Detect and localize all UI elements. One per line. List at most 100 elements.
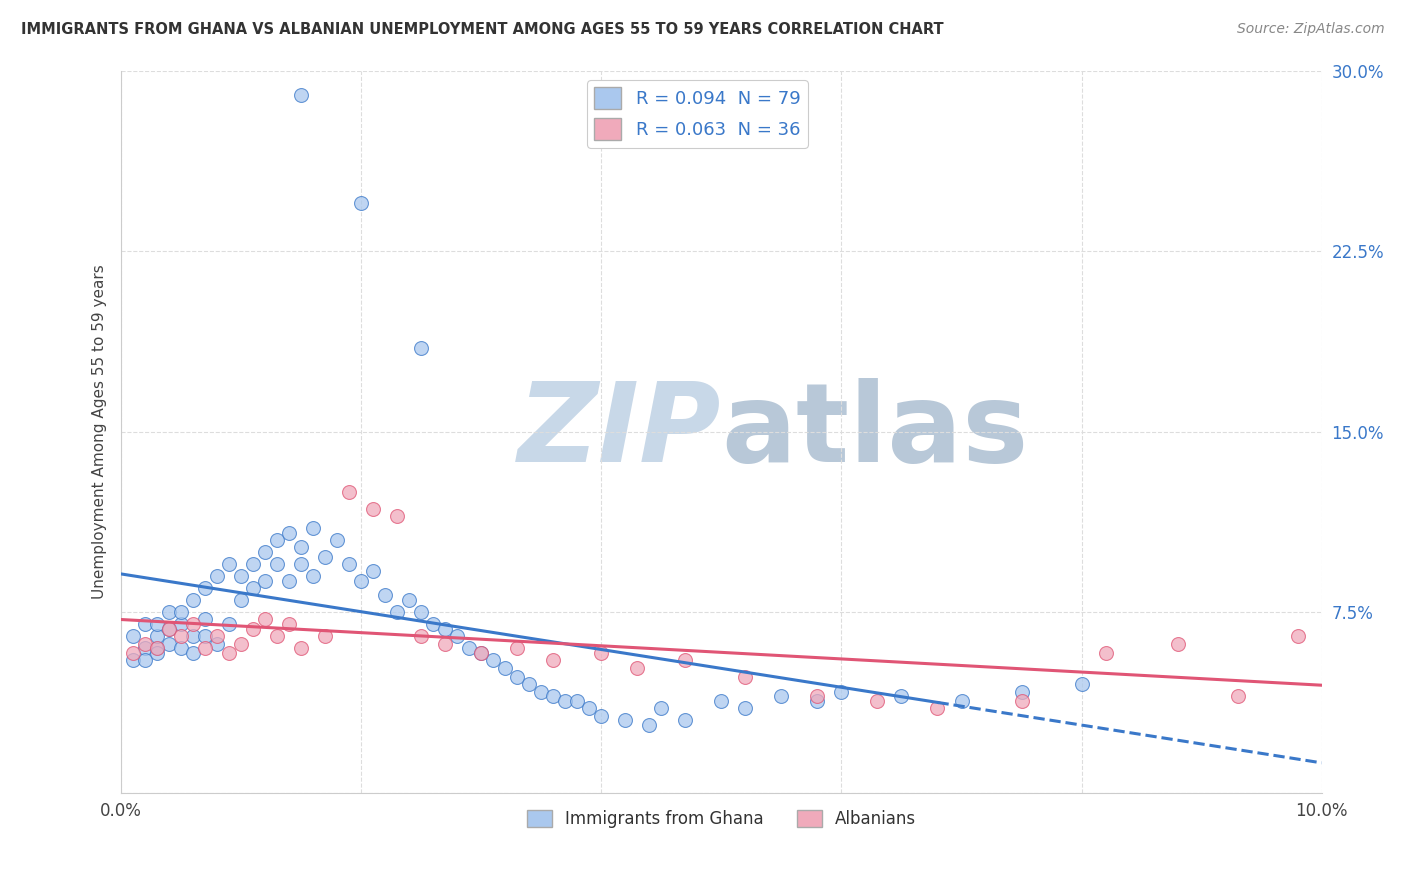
Point <box>157 636 180 650</box>
Point <box>314 549 336 564</box>
Point <box>146 629 169 643</box>
Point <box>181 617 204 632</box>
Point <box>218 646 240 660</box>
Point <box>543 690 565 704</box>
Point <box>626 660 648 674</box>
Point <box>470 646 492 660</box>
Point <box>411 629 433 643</box>
Point <box>326 533 349 547</box>
Point <box>554 694 576 708</box>
Point <box>254 574 277 588</box>
Point <box>434 636 457 650</box>
Point <box>207 629 229 643</box>
Point <box>543 653 565 667</box>
Point <box>506 641 529 656</box>
Text: ZIP: ZIP <box>517 378 721 485</box>
Point <box>157 622 180 636</box>
Point <box>266 533 288 547</box>
Point <box>1286 629 1309 643</box>
Point <box>614 714 637 728</box>
Point <box>398 593 420 607</box>
Point <box>207 569 229 583</box>
Point <box>591 708 613 723</box>
Point <box>374 589 396 603</box>
Point <box>170 629 193 643</box>
Point <box>218 557 240 571</box>
Point <box>181 629 204 643</box>
Point <box>1011 684 1033 698</box>
Point <box>278 525 301 540</box>
Point <box>578 701 600 715</box>
Point <box>314 629 336 643</box>
Point <box>181 593 204 607</box>
Text: IMMIGRANTS FROM GHANA VS ALBANIAN UNEMPLOYMENT AMONG AGES 55 TO 59 YEARS CORRELA: IMMIGRANTS FROM GHANA VS ALBANIAN UNEMPL… <box>21 22 943 37</box>
Point <box>458 641 481 656</box>
Point <box>134 636 156 650</box>
Point <box>194 629 217 643</box>
Point <box>1226 690 1249 704</box>
Point <box>806 690 828 704</box>
Point <box>242 581 264 595</box>
Point <box>650 701 672 715</box>
Point <box>1011 694 1033 708</box>
Point <box>122 629 145 643</box>
Point <box>1167 636 1189 650</box>
Point <box>170 641 193 656</box>
Point <box>830 684 852 698</box>
Point <box>890 690 912 704</box>
Point <box>218 617 240 632</box>
Point <box>517 677 540 691</box>
Point <box>231 569 253 583</box>
Point <box>278 574 301 588</box>
Y-axis label: Unemployment Among Ages 55 to 59 years: Unemployment Among Ages 55 to 59 years <box>93 265 107 599</box>
Point <box>290 557 312 571</box>
Point <box>494 660 516 674</box>
Point <box>242 557 264 571</box>
Point <box>266 557 288 571</box>
Point <box>302 569 325 583</box>
Point <box>231 593 253 607</box>
Point <box>194 641 217 656</box>
Point <box>194 612 217 626</box>
Point <box>350 574 373 588</box>
Point <box>387 605 409 619</box>
Point <box>146 641 169 656</box>
Point <box>411 341 433 355</box>
Point <box>122 646 145 660</box>
Point <box>278 617 301 632</box>
Point <box>1094 646 1116 660</box>
Point <box>734 670 756 684</box>
Point <box>146 646 169 660</box>
Point <box>337 557 360 571</box>
Point <box>866 694 889 708</box>
Point <box>157 622 180 636</box>
Point <box>254 545 277 559</box>
Point <box>157 605 180 619</box>
Point <box>530 684 553 698</box>
Point <box>350 196 373 211</box>
Point <box>434 622 457 636</box>
Point <box>194 581 217 595</box>
Point <box>337 485 360 500</box>
Point <box>254 612 277 626</box>
Point <box>950 694 973 708</box>
Point <box>506 670 529 684</box>
Point <box>146 641 169 656</box>
Point <box>181 646 204 660</box>
Point <box>231 636 253 650</box>
Point <box>446 629 468 643</box>
Text: atlas: atlas <box>721 378 1029 485</box>
Point <box>673 714 696 728</box>
Point <box>290 641 312 656</box>
Point <box>146 617 169 632</box>
Point <box>638 718 661 732</box>
Point <box>482 653 505 667</box>
Point <box>134 653 156 667</box>
Point <box>422 617 444 632</box>
Point <box>170 605 193 619</box>
Point <box>170 617 193 632</box>
Point <box>567 694 589 708</box>
Point <box>122 653 145 667</box>
Point <box>134 617 156 632</box>
Point <box>927 701 949 715</box>
